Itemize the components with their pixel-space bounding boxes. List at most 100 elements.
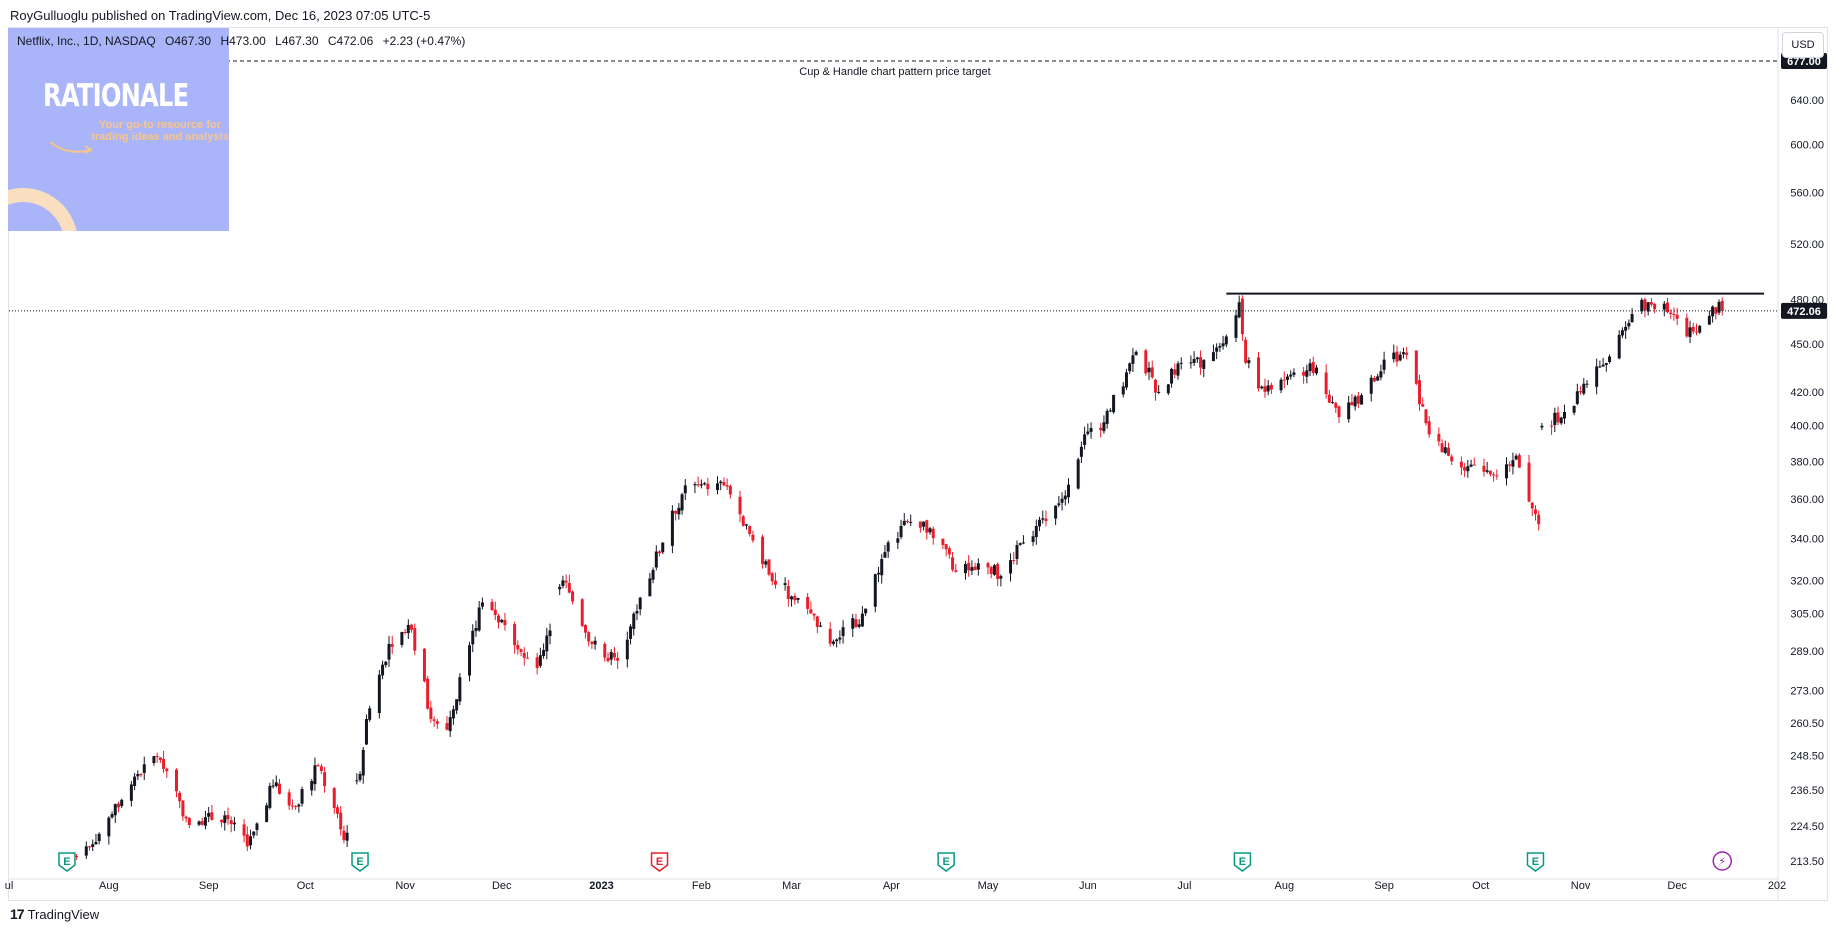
candle-body [670, 510, 674, 546]
earnings-event-glyph: E [656, 856, 663, 868]
symbol-name[interactable]: Netflix, Inc., 1D, NASDAQ [17, 34, 156, 48]
candle-body [1466, 466, 1470, 472]
candle-body [313, 765, 317, 785]
candle-body [1247, 360, 1251, 364]
price-change: +2.23 (+0.47%) [382, 34, 466, 48]
candle-body [1459, 461, 1463, 468]
candle-body [210, 812, 214, 820]
candle-body [1263, 386, 1267, 392]
candle-body [1559, 417, 1563, 424]
target-line-label: Cup & Handle chart pattern price target [799, 66, 990, 78]
candle-body [1379, 371, 1383, 378]
candle-body [503, 620, 507, 626]
currency-button[interactable]: USD [1782, 32, 1824, 58]
candle-body [403, 631, 407, 633]
candle-body [535, 657, 539, 669]
time-tick-label: 202 [1768, 880, 1786, 892]
candle-body [342, 830, 346, 841]
candle-body [268, 785, 272, 808]
earnings-event-icon[interactable] [1526, 852, 1545, 872]
candle-body [1562, 412, 1566, 419]
price-tick-label: 248.50 [1790, 751, 1824, 763]
candle-body [1054, 505, 1058, 519]
candle-body [1675, 314, 1679, 319]
candle-body [1189, 362, 1193, 364]
candle-body [1034, 526, 1038, 537]
earnings-event-icon[interactable] [1233, 852, 1252, 872]
candle-body [1608, 356, 1612, 362]
candle-body [986, 563, 990, 568]
candle-body [1595, 366, 1599, 387]
candle-body [1089, 428, 1093, 432]
candle-body [1504, 464, 1508, 479]
candle-body [294, 805, 298, 807]
earnings-event-icon[interactable] [937, 852, 955, 872]
earnings-event-icon[interactable] [58, 852, 76, 872]
candle-body [1144, 350, 1148, 374]
candle-body [229, 820, 233, 825]
candle-body [751, 534, 755, 541]
candle-body [1176, 363, 1180, 376]
earnings-event-icon[interactable] [650, 852, 669, 872]
candle-body [635, 610, 639, 614]
tradingview-logo-icon: 17 [10, 906, 25, 922]
candle-body [203, 817, 207, 826]
candle-body [783, 583, 787, 586]
price-tick-label: 420.00 [1790, 387, 1824, 399]
candle-body [1440, 443, 1444, 453]
candle-body [703, 483, 707, 485]
candle-body [1514, 455, 1518, 460]
dividend-event-icon[interactable] [1712, 851, 1733, 871]
candle-body [1382, 359, 1386, 370]
candle-body [1021, 542, 1025, 544]
candle-body [1685, 317, 1689, 337]
candle-body [1643, 299, 1647, 311]
candle-body [252, 831, 256, 836]
candle-body [1266, 385, 1270, 392]
candle-body [1083, 434, 1087, 445]
candle-body [1308, 363, 1312, 372]
candle-body [232, 822, 236, 825]
candle-body [1134, 351, 1138, 356]
candle-body [323, 772, 327, 787]
candle-body [947, 548, 951, 555]
candle-body [1646, 302, 1650, 312]
candle-body [1707, 315, 1711, 325]
candle-body [197, 821, 201, 825]
candle-body [683, 485, 687, 494]
candle-body [1240, 298, 1244, 335]
price-tick-label: 600.00 [1790, 140, 1824, 152]
candle-body [355, 780, 359, 782]
candle-body [1495, 475, 1499, 477]
candle-body [490, 601, 494, 611]
candle-body [184, 816, 188, 819]
candle-body [1356, 395, 1360, 404]
candle-body [1150, 367, 1154, 378]
ohlc-open: O467.30 [165, 34, 212, 48]
candle-body [358, 774, 362, 780]
price-tick-label: 640.00 [1790, 95, 1824, 107]
candle-body [812, 613, 816, 616]
price-tick-label: 273.00 [1790, 686, 1824, 698]
candle-body [223, 815, 227, 824]
candle-body [1530, 502, 1534, 509]
candle-body [271, 785, 275, 787]
candle-body [1063, 495, 1067, 500]
candle-body [426, 678, 430, 709]
candle-body [1282, 379, 1286, 381]
candle-body [265, 805, 269, 823]
candle-body [944, 544, 948, 550]
candle-body [290, 805, 294, 807]
candle-body [1443, 447, 1447, 453]
time-tick-label: Dec [1667, 880, 1687, 892]
price-tick-label: 400.00 [1790, 421, 1824, 433]
candle-body [287, 792, 291, 806]
candle-body [738, 496, 742, 515]
candle-body [1195, 357, 1199, 360]
earnings-event-icon[interactable] [351, 852, 369, 872]
time-tick-label: Apr [883, 880, 900, 892]
candle-body [883, 552, 887, 558]
candle-body [1691, 326, 1695, 332]
candle-body [1369, 377, 1373, 394]
